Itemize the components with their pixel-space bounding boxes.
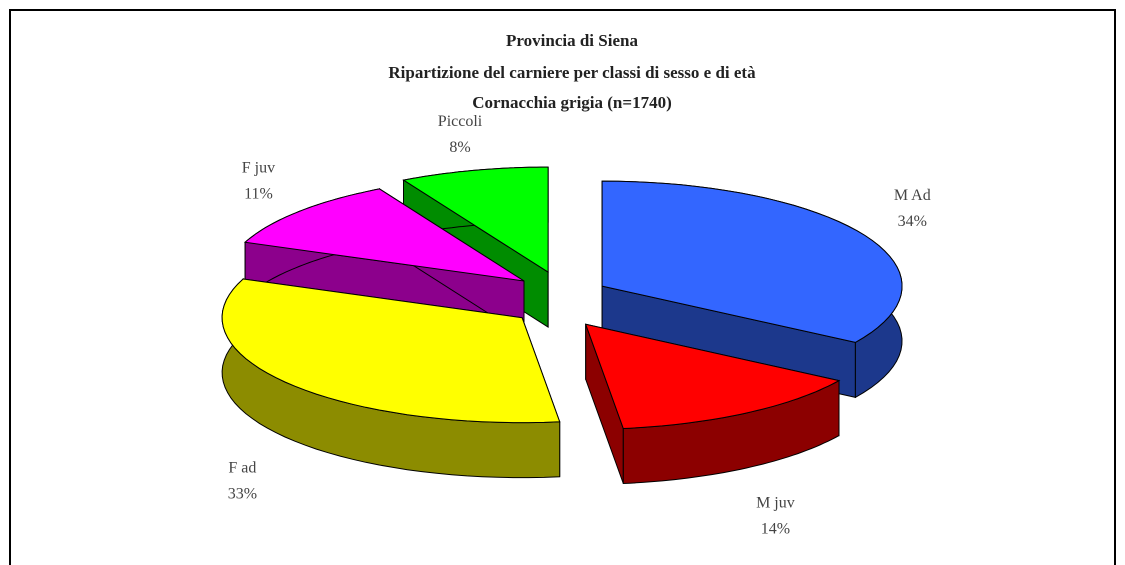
slice-value: 8%: [449, 139, 470, 156]
slice: [402, 166, 549, 274]
slice-value: 33%: [228, 485, 257, 502]
chart-subtitle: Cornacchia grigia (n=1740): [472, 93, 672, 112]
slice: [584, 323, 841, 430]
chart-subtitle: Ripartizione del carniere per classi di …: [388, 63, 756, 82]
slice: [243, 188, 525, 282]
slice-label: M Ad: [894, 187, 931, 204]
slice: [601, 180, 903, 343]
frame: [9, 9, 1116, 565]
slice-label: M juv: [756, 495, 795, 512]
slice-value: 11%: [244, 186, 273, 203]
slice-value: 14%: [761, 521, 790, 538]
slice-label: Piccoli: [438, 113, 483, 130]
slice-label: F ad: [228, 459, 256, 476]
slice-value: 34%: [898, 213, 927, 230]
chart-title: Provincia di Siena: [506, 31, 638, 50]
slice: [221, 278, 561, 424]
slice-label: F juv: [242, 160, 275, 177]
